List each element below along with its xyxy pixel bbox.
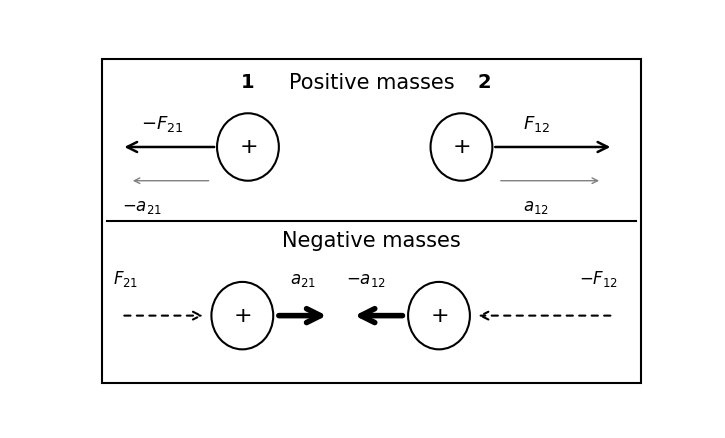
Text: Negative masses: Negative masses <box>282 231 461 251</box>
Text: $a_{12}$: $a_{12}$ <box>523 198 549 215</box>
Ellipse shape <box>212 282 273 350</box>
Text: $-F_{12}$: $-F_{12}$ <box>579 268 618 289</box>
Text: 2: 2 <box>477 74 491 92</box>
Ellipse shape <box>431 113 492 181</box>
Text: $F_{21}$: $F_{21}$ <box>113 268 138 289</box>
Text: $-a_{21}$: $-a_{21}$ <box>122 198 162 215</box>
Text: $+$: $+$ <box>233 306 252 325</box>
Ellipse shape <box>408 282 470 350</box>
Text: $+$: $+$ <box>239 137 257 157</box>
Text: $a_{21}$: $a_{21}$ <box>290 271 316 289</box>
Text: $F_{12}$: $F_{12}$ <box>523 113 550 134</box>
Text: $-a_{12}$: $-a_{12}$ <box>347 271 386 289</box>
Text: $+$: $+$ <box>452 137 471 157</box>
Text: Positive masses: Positive masses <box>289 73 455 93</box>
Text: $+$: $+$ <box>430 306 448 325</box>
Text: $-F_{21}$: $-F_{21}$ <box>141 113 183 134</box>
Text: 1: 1 <box>241 74 254 92</box>
Ellipse shape <box>217 113 279 181</box>
